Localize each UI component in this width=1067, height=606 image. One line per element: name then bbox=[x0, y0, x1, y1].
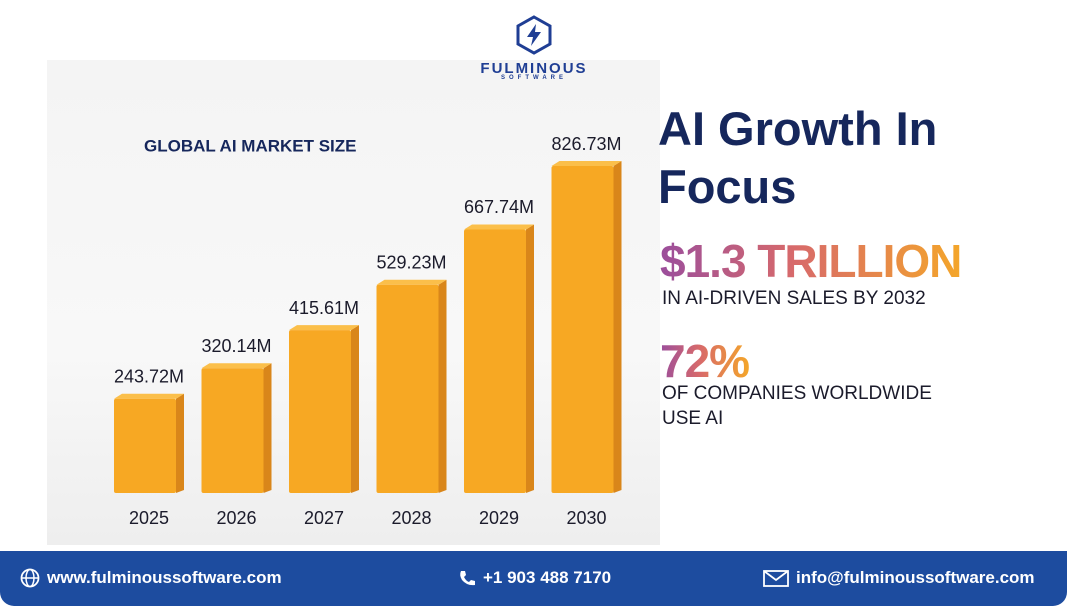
logo-name: FULMINOUS bbox=[480, 60, 588, 77]
x-tick-label: 2030 bbox=[566, 508, 606, 528]
value-label: 826.73M bbox=[551, 134, 621, 154]
stat-text: IN AI-DRIVEN SALES BY 2032 bbox=[662, 288, 926, 309]
bar-side bbox=[263, 363, 272, 493]
bar bbox=[464, 229, 526, 493]
bar-top bbox=[114, 393, 184, 399]
mail-icon bbox=[763, 570, 789, 587]
bar-top bbox=[551, 161, 622, 166]
footer: www.fulminoussoftware.com +1 903 488 717… bbox=[0, 551, 1067, 606]
website: www.fulminoussoftware.com bbox=[47, 568, 282, 587]
phone: +1 903 488 7170 bbox=[483, 568, 612, 587]
bar-side bbox=[351, 325, 359, 493]
headline: AI Growth In Focus bbox=[658, 102, 938, 213]
bar bbox=[551, 166, 614, 493]
value-label: 529.23M bbox=[376, 253, 446, 273]
stat-value: $1.3 TRILLION bbox=[660, 235, 962, 287]
value-label: 415.61M bbox=[289, 298, 359, 318]
logo-tagline: SOFTWARE bbox=[501, 75, 567, 81]
value-label: 667.74M bbox=[464, 197, 534, 217]
phone-item: +1 903 488 7170 bbox=[458, 568, 611, 588]
email-item: info@fulminoussoftware.com bbox=[763, 568, 1035, 588]
x-tick-label: 2025 bbox=[129, 508, 169, 528]
x-tick-label: 2028 bbox=[391, 508, 431, 528]
bar bbox=[201, 368, 264, 493]
website-item: www.fulminoussoftware.com bbox=[20, 568, 282, 588]
bar-top bbox=[376, 279, 447, 285]
chart-title: GLOBAL AI MARKET SIZE bbox=[144, 136, 357, 155]
value-label: 243.72M bbox=[114, 366, 184, 386]
bar-top bbox=[289, 325, 359, 331]
bar-top bbox=[464, 224, 534, 230]
bar bbox=[289, 330, 351, 493]
x-tick-label: 2029 bbox=[479, 508, 519, 528]
bar-side bbox=[176, 393, 184, 493]
bar bbox=[376, 284, 439, 493]
bar-top bbox=[201, 363, 272, 369]
bar-side bbox=[526, 224, 534, 493]
value-label: 320.14M bbox=[201, 336, 271, 356]
chart: GLOBAL AI MARKET SIZE 243.72M 2025 320.14M… bbox=[114, 134, 622, 528]
phone-icon bbox=[460, 571, 475, 586]
x-tick-label: 2027 bbox=[304, 508, 344, 528]
stat-text: OF COMPANIES WORLDWIDE USE AI bbox=[662, 383, 932, 429]
chart-panel: GLOBAL AI MARKET SIZE 243.72M 2025 320.14M… bbox=[47, 60, 660, 545]
email: info@fulminoussoftware.com bbox=[796, 568, 1035, 587]
globe-icon bbox=[20, 568, 40, 588]
x-tick-label: 2026 bbox=[216, 508, 256, 528]
logo-icon bbox=[516, 15, 552, 55]
bar-side bbox=[613, 161, 622, 493]
stat-value: 72% bbox=[660, 335, 750, 387]
bar bbox=[114, 398, 176, 493]
bar-side bbox=[438, 279, 447, 493]
